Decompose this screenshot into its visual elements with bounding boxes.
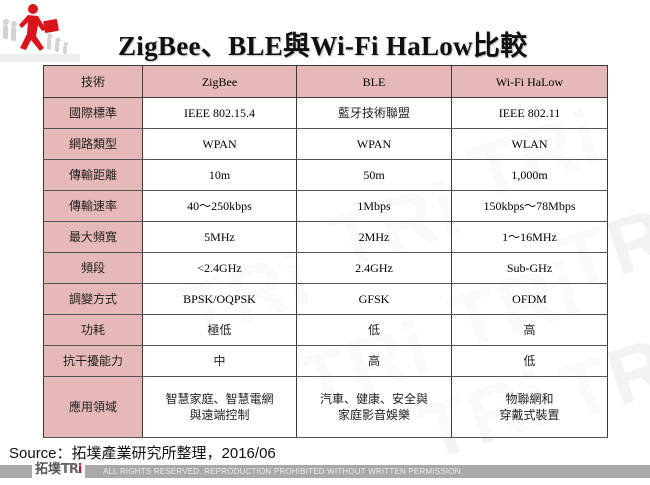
cell: 高 bbox=[451, 314, 608, 346]
table-row: 頻段 <2.4GHz 2.4GHz Sub-GHz bbox=[43, 252, 608, 284]
cell: <2.4GHz bbox=[142, 252, 297, 284]
source-note: Source：拓墣產業研究所整理，2016/06 bbox=[9, 445, 276, 462]
cell: IEEE 802.15.4 bbox=[142, 97, 297, 129]
cell: OFDM bbox=[451, 283, 608, 315]
cell: 高 bbox=[296, 345, 452, 377]
cell: 40～250kbps bbox=[142, 190, 297, 222]
cell: 2MHz bbox=[296, 221, 452, 253]
cell: 150kbps～78Mbps bbox=[451, 190, 608, 222]
cell: 低 bbox=[451, 345, 608, 377]
cell: 5MHz bbox=[142, 221, 297, 253]
row-label-standard: 國際標準 bbox=[43, 97, 143, 129]
cell: 極低 bbox=[142, 314, 297, 346]
column-header-technology: 技術 bbox=[43, 65, 143, 98]
row-label-power: 功耗 bbox=[43, 314, 143, 346]
cell: 1Mbps bbox=[296, 190, 452, 222]
table-row: 最大頻寬 5MHz 2MHz 1～16MHz bbox=[43, 221, 608, 253]
tri-logo: 拓墣TRi bbox=[32, 461, 86, 479]
row-label-modulation: 調變方式 bbox=[43, 283, 143, 315]
table-row: 調變方式 BPSK/OQPSK GFSK OFDM bbox=[43, 283, 608, 315]
row-label-bandwidth: 最大頻寬 bbox=[43, 221, 143, 253]
table-row: 網路類型 WPAN WPAN WLAN bbox=[43, 128, 608, 160]
column-header-wifi-halow: Wi-Fi HaLow bbox=[451, 65, 608, 98]
row-label-range: 傳輸距離 bbox=[43, 159, 143, 191]
copyright-notice: ALL RIGHTS RESERVED. REPRODUCTION PROHIB… bbox=[103, 467, 464, 476]
cell: WPAN bbox=[142, 128, 297, 160]
cell: 智慧家庭、智慧電網 與遠端控制 bbox=[142, 376, 297, 438]
cell: 50m bbox=[296, 159, 452, 191]
cell: 汽車、健康、安全與 家庭影音娛樂 bbox=[296, 376, 452, 438]
cell: 2.4GHz bbox=[296, 252, 452, 284]
page-title: ZigBee、BLE與Wi-Fi HaLow比較 bbox=[118, 31, 528, 61]
running-man-logo-icon bbox=[0, 0, 80, 62]
row-label-network-type: 網路類型 bbox=[43, 128, 143, 160]
cell: 1～16MHz bbox=[451, 221, 608, 253]
cell: Sub-GHz bbox=[451, 252, 608, 284]
row-label-applications: 應用領域 bbox=[43, 376, 143, 438]
row-label-interference-resistance: 抗干擾能力 bbox=[43, 345, 143, 377]
column-header-ble: BLE bbox=[296, 65, 452, 98]
table-row: 傳輸距離 10m 50m 1,000m bbox=[43, 159, 608, 191]
cell: WLAN bbox=[451, 128, 608, 160]
cell: GFSK bbox=[296, 283, 452, 315]
row-label-data-rate: 傳輸速率 bbox=[43, 190, 143, 222]
table-header-row: 技術 ZigBee BLE Wi-Fi HaLow bbox=[43, 65, 608, 98]
table-row: 傳輸速率 40～250kbps 1Mbps 150kbps～78Mbps bbox=[43, 190, 608, 222]
table-row: 應用領域 智慧家庭、智慧電網 與遠端控制 汽車、健康、安全與 家庭影音娛樂 物聯… bbox=[43, 376, 608, 438]
logo-i: i bbox=[77, 462, 83, 477]
logo-chinese: 拓墣 bbox=[35, 462, 62, 477]
cell: 1,000m bbox=[451, 159, 608, 191]
table-row: 功耗 極低 低 高 bbox=[43, 314, 608, 346]
cell: 低 bbox=[296, 314, 452, 346]
cell: 10m bbox=[142, 159, 297, 191]
cell: 中 bbox=[142, 345, 297, 377]
row-label-frequency-band: 頻段 bbox=[43, 252, 143, 284]
comparison-table: 技術 ZigBee BLE Wi-Fi HaLow 國際標準 IEEE 802.… bbox=[43, 65, 608, 438]
logo-tr: TR bbox=[61, 462, 79, 477]
cell: WPAN bbox=[296, 128, 452, 160]
table-row: 抗干擾能力 中 高 低 bbox=[43, 345, 608, 377]
cell: IEEE 802.11 bbox=[451, 97, 608, 129]
column-header-zigbee: ZigBee bbox=[142, 65, 297, 98]
cell: BPSK/OQPSK bbox=[142, 283, 297, 315]
cell: 藍牙技術聯盟 bbox=[296, 97, 452, 129]
cell: 物聯網和 穿戴式裝置 bbox=[451, 376, 608, 438]
footer-bar: 拓墣TRi ALL RIGHTS RESERVED. REPRODUCTION … bbox=[0, 461, 650, 479]
table-row: 國際標準 IEEE 802.15.4 藍牙技術聯盟 IEEE 802.11 bbox=[43, 97, 608, 129]
